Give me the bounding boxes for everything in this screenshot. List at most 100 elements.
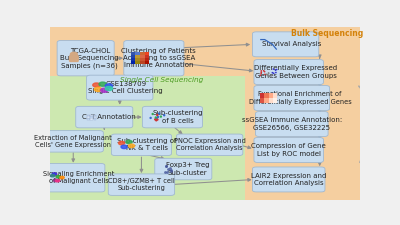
- Bar: [264, 93, 268, 98]
- Circle shape: [52, 173, 57, 176]
- Circle shape: [105, 84, 113, 88]
- Text: PNOC Expression and
Correlation Analysis: PNOC Expression and Correlation Analysis: [174, 138, 246, 151]
- Point: [168, 168, 174, 172]
- Point: [270, 72, 277, 75]
- Bar: [268, 93, 273, 98]
- Text: GSE138709
Single Cell Clustering: GSE138709 Single Cell Clustering: [88, 81, 163, 94]
- Point: [162, 170, 168, 174]
- Bar: [131, 58, 135, 61]
- Text: TCGA-CHOL
Bulk Sequencing
Samples (n=36): TCGA-CHOL Bulk Sequencing Samples (n=36): [60, 48, 119, 69]
- Text: Survival Analysis: Survival Analysis: [262, 41, 321, 47]
- Text: Functional Enrichment of
Differentially Expressed Genes: Functional Enrichment of Differentially …: [248, 91, 351, 105]
- Text: Differentially Expressed
Genes Between Groups: Differentially Expressed Genes Between G…: [254, 65, 337, 79]
- Text: Sub-clustering of
NK & T cells: Sub-clustering of NK & T cells: [117, 138, 176, 151]
- Point: [258, 69, 264, 73]
- Point: [262, 70, 268, 73]
- Bar: [135, 61, 140, 64]
- Bar: [135, 58, 140, 61]
- Point: [152, 118, 158, 121]
- Point: [264, 74, 271, 77]
- Point: [156, 112, 162, 115]
- Bar: [260, 93, 264, 98]
- Point: [161, 113, 168, 117]
- Point: [269, 71, 276, 74]
- FancyBboxPatch shape: [254, 137, 324, 162]
- Point: [266, 75, 272, 78]
- Bar: [87, 115, 90, 116]
- Point: [158, 115, 164, 118]
- Text: Cell Annotation: Cell Annotation: [82, 114, 136, 120]
- FancyBboxPatch shape: [254, 60, 324, 85]
- Bar: [94, 118, 96, 119]
- Text: Signaling Enrichment
of Malignant Cells: Signaling Enrichment of Malignant Cells: [43, 171, 114, 184]
- Bar: [268, 98, 273, 103]
- Bar: [50, 76, 245, 200]
- Text: LAIR2 Expression and
Correlation Analysis: LAIR2 Expression and Correlation Analysi…: [251, 173, 326, 186]
- Point: [268, 74, 275, 78]
- Bar: [144, 61, 149, 64]
- Point: [152, 116, 159, 119]
- Circle shape: [70, 52, 77, 56]
- FancyBboxPatch shape: [42, 164, 105, 192]
- Point: [155, 115, 161, 119]
- Point: [260, 69, 267, 72]
- Bar: [245, 76, 360, 200]
- Bar: [135, 52, 140, 55]
- Circle shape: [118, 141, 125, 145]
- Bar: [94, 115, 96, 116]
- Point: [164, 171, 171, 174]
- Text: Clustering of Patients
According to ssGSEA
Immune Annotation: Clustering of Patients According to ssGS…: [121, 48, 196, 68]
- FancyBboxPatch shape: [70, 56, 78, 61]
- Bar: [135, 55, 140, 58]
- Circle shape: [100, 88, 108, 92]
- Circle shape: [94, 87, 102, 91]
- Point: [154, 118, 161, 121]
- Text: Extraction of Malignant
Cells' Gene Expression: Extraction of Malignant Cells' Gene Expr…: [34, 135, 112, 148]
- Bar: [90, 115, 93, 116]
- Point: [150, 112, 156, 116]
- Circle shape: [56, 176, 60, 178]
- FancyBboxPatch shape: [142, 106, 202, 128]
- Circle shape: [105, 86, 113, 91]
- Point: [273, 71, 279, 74]
- FancyBboxPatch shape: [155, 158, 212, 180]
- FancyBboxPatch shape: [124, 40, 184, 76]
- Text: Bulk Sequencing: Bulk Sequencing: [291, 29, 364, 38]
- Bar: [140, 55, 144, 58]
- Text: CD8+/GZMB+ T cell
Sub-clustering: CD8+/GZMB+ T cell Sub-clustering: [108, 178, 175, 191]
- Point: [164, 167, 171, 170]
- Bar: [94, 116, 96, 118]
- Text: Compression of Gene
List by ROC model: Compression of Gene List by ROC model: [251, 143, 326, 157]
- Circle shape: [55, 180, 60, 182]
- Bar: [87, 116, 90, 118]
- Bar: [131, 52, 135, 55]
- Circle shape: [121, 145, 127, 149]
- Text: Foxp3+ Treg
Sub-cluster: Foxp3+ Treg Sub-cluster: [166, 162, 209, 176]
- Point: [154, 113, 160, 117]
- Point: [167, 166, 173, 169]
- Text: Sub-clustering
of B cells: Sub-clustering of B cells: [152, 110, 203, 124]
- Bar: [273, 93, 277, 98]
- Bar: [50, 25, 360, 76]
- FancyBboxPatch shape: [252, 167, 325, 192]
- Point: [263, 72, 270, 76]
- Bar: [144, 52, 149, 55]
- Bar: [90, 116, 93, 118]
- Bar: [144, 58, 149, 61]
- Point: [153, 119, 160, 122]
- FancyBboxPatch shape: [111, 134, 172, 155]
- FancyBboxPatch shape: [57, 40, 114, 76]
- Bar: [140, 61, 144, 64]
- Bar: [264, 98, 268, 103]
- Point: [153, 116, 160, 120]
- Point: [168, 170, 174, 173]
- Point: [163, 165, 170, 168]
- Circle shape: [126, 140, 132, 144]
- Point: [258, 72, 264, 75]
- FancyBboxPatch shape: [252, 32, 319, 57]
- Bar: [131, 61, 135, 64]
- Bar: [90, 118, 93, 119]
- Bar: [131, 55, 135, 58]
- Point: [274, 68, 280, 71]
- Bar: [144, 55, 149, 58]
